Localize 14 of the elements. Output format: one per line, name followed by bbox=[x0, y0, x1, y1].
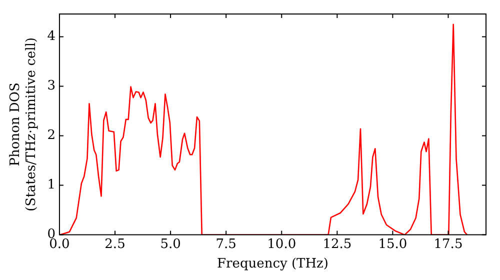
x-tick-label: 5.0 bbox=[160, 236, 181, 252]
x-tick-label: 10.0 bbox=[267, 236, 296, 252]
y-tick-label: 2 bbox=[47, 128, 56, 144]
x-tick-label: 7.5 bbox=[216, 236, 236, 252]
y-tick-label: 3 bbox=[47, 78, 56, 94]
y-tick-label: 4 bbox=[47, 29, 56, 44]
y-axis-title: Phonon DOS (States/THz·primitive cell) bbox=[8, 37, 39, 212]
x-axis-title: Frequency (THz) bbox=[217, 256, 328, 272]
x-tick-label: 17.5 bbox=[434, 236, 463, 252]
x-tick-label: 2.5 bbox=[104, 236, 126, 252]
y-tick-label: 1 bbox=[47, 178, 56, 193]
x-tick-label: 0.0 bbox=[49, 236, 70, 252]
x-tick-label: 15.0 bbox=[378, 236, 408, 252]
x-tick-label: 12.5 bbox=[322, 236, 352, 252]
